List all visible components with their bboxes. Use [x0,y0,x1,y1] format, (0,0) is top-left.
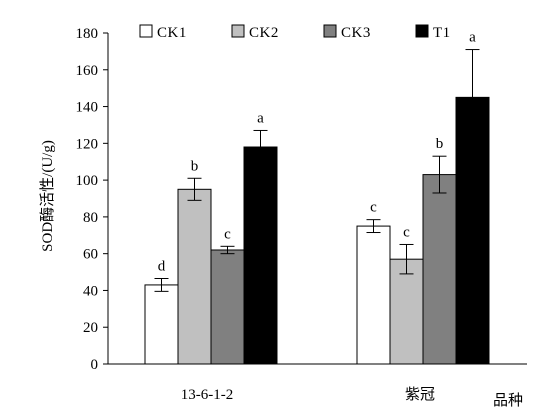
significance-label: b [436,136,444,152]
y-tick-label: 140 [76,100,99,116]
legend-swatch-t1 [415,24,429,38]
bar-ck1-0 [144,284,179,365]
category-labels: 13-6-1-2 紫冠 [181,386,435,403]
y-tick-label: 60 [83,247,98,263]
bar-t1-0 [243,146,278,365]
y-tick-label: 180 [76,26,99,42]
legend-label: CK1 [157,25,187,41]
legend-label: CK2 [249,25,279,41]
significance-label: c [224,226,231,242]
y-tick-label: 100 [76,173,99,189]
y-tick-label: 40 [83,283,98,299]
y-tick-label: 0 [91,357,99,373]
legend-swatch-ck1 [139,24,153,38]
bar-ck3-1 [422,174,457,365]
y-axis-title: SOD酶活性/(U/g) [39,140,56,252]
significance-label: c [370,200,377,216]
significance-label: c [403,224,410,240]
axes [107,33,527,365]
bar-ck2-0 [177,188,212,365]
significance-label: b [191,158,199,174]
bar-t1-1 [455,96,490,365]
category-label: 13-6-1-2 [181,387,234,403]
legend-swatch-ck2 [231,24,245,38]
y-tick-label: 80 [83,210,98,226]
category-label: 紫冠 [405,386,435,403]
legend-swatch-ck3 [323,24,337,38]
bar-ck3-0 [210,249,245,365]
x-axis-title: 品种 [493,392,523,409]
significance-label: a [257,110,264,126]
bar-ck2-1 [389,258,424,365]
significance-label: a [469,30,476,46]
legend-label: CK3 [341,25,371,41]
significance-label: d [158,258,166,274]
bars: d b c a c c b a [144,30,490,365]
y-tick-label: 160 [76,63,99,79]
bar-ck1-1 [356,225,391,365]
legend: CK1 CK2 CK3 T1 [139,24,451,41]
y-ticks: 0 20 40 60 80 100 120 140 160 180 [76,26,108,373]
legend-label: T1 [433,25,451,41]
y-tick-label: 120 [76,136,99,152]
y-tick-label: 20 [83,320,98,336]
